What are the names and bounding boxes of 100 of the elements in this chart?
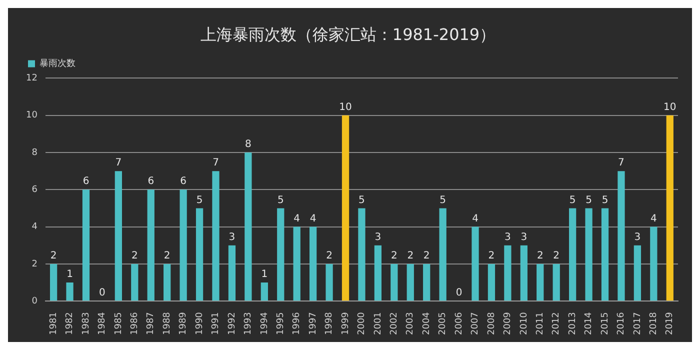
data-label: 4 [294, 213, 300, 224]
data-label: 3 [374, 232, 382, 243]
x-tick-label: 2006 [454, 312, 464, 335]
data-label: 3 [504, 232, 511, 243]
x-tick-label: 1989 [178, 312, 189, 335]
y-tick-label: 10 [26, 110, 38, 121]
y-tick-label: 8 [32, 148, 38, 158]
bar [423, 264, 430, 301]
x-tick-label: 1987 [146, 312, 156, 335]
data-label: 2 [50, 250, 57, 262]
x-tick-label: 1991 [211, 312, 222, 335]
bar [180, 190, 187, 301]
bar [439, 208, 446, 301]
x-tick-label: 1984 [98, 312, 108, 335]
bar [228, 245, 236, 301]
y-tick-label: 6 [32, 184, 38, 195]
bar [666, 115, 674, 301]
data-label: 0 [456, 288, 462, 299]
x-tick-label: 1985 [114, 312, 124, 335]
data-label: 10 [339, 102, 352, 113]
bar [618, 171, 625, 301]
bar [520, 245, 528, 301]
bar [326, 264, 333, 301]
legend-label: 暴雨次数 [40, 58, 76, 70]
x-tick-label: 2010 [519, 312, 530, 335]
bar [293, 226, 300, 301]
x-tick-label: 2014 [584, 312, 594, 335]
x-tick-label: 2017 [632, 312, 643, 335]
bar [536, 264, 544, 301]
x-tick-label: 1996 [292, 312, 302, 335]
x-tick-label: 1990 [194, 312, 205, 335]
data-label: 8 [245, 139, 252, 150]
bar [504, 245, 512, 301]
data-label: 0 [99, 288, 106, 299]
bar [196, 208, 204, 301]
bar [634, 245, 642, 301]
x-tick-label: 1998 [324, 312, 335, 335]
data-label: 1 [66, 269, 73, 280]
bar [244, 152, 252, 301]
bar [374, 245, 382, 301]
data-label: 2 [407, 250, 414, 262]
data-label: 2 [488, 250, 495, 262]
y-tick-label: 0 [32, 296, 38, 306]
data-label: 2 [131, 250, 138, 262]
x-tick-label: 2001 [373, 312, 384, 335]
bar [342, 115, 350, 301]
data-label: 6 [180, 176, 187, 188]
data-label: 1 [261, 269, 268, 280]
x-tick-label: 2002 [390, 312, 400, 335]
bar [277, 208, 284, 301]
bar [585, 208, 592, 301]
data-label: 6 [148, 176, 154, 188]
x-tick-label: 1993 [244, 312, 254, 335]
bar [114, 171, 122, 301]
data-label: 7 [618, 158, 624, 169]
data-label: 3 [520, 232, 528, 243]
x-tick-label: 2005 [438, 312, 448, 335]
bar [66, 282, 74, 301]
data-label: 2 [390, 250, 398, 262]
x-tick-label: 1983 [81, 312, 92, 335]
bar [164, 264, 171, 301]
data-label: 4 [310, 213, 316, 224]
data-label: 2 [553, 250, 560, 262]
data-label: 3 [634, 232, 641, 243]
x-tick-label: 2018 [649, 312, 660, 335]
bar [552, 264, 560, 301]
bar [390, 264, 398, 301]
data-label: 5 [358, 194, 365, 206]
x-tick-label: 2013 [568, 312, 578, 335]
data-label: 2 [326, 250, 332, 262]
x-tick-label: 1997 [308, 312, 318, 335]
bar [650, 226, 658, 301]
y-tick-label: 12 [26, 74, 38, 84]
x-tick-label: 1981 [48, 312, 59, 335]
bar [50, 264, 58, 301]
data-label: 4 [472, 213, 478, 224]
data-label: 7 [212, 158, 219, 169]
data-label: 7 [115, 158, 122, 169]
bar [131, 264, 138, 301]
bar [472, 226, 479, 301]
x-tick-label: 2007 [470, 312, 481, 335]
x-tick-label: 2016 [616, 312, 627, 335]
x-tick-label: 2012 [552, 312, 562, 335]
data-label: 5 [569, 194, 576, 206]
bar [147, 190, 154, 301]
bar [358, 208, 366, 301]
y-tick-label: 4 [32, 222, 38, 232]
data-label: 5 [602, 194, 608, 206]
x-tick-label: 1999 [340, 312, 351, 335]
data-label: 2 [423, 250, 430, 262]
x-tick-label: 1982 [65, 312, 76, 335]
x-tick-label: 1986 [130, 312, 140, 335]
bar [601, 208, 609, 301]
data-label: 5 [586, 194, 592, 206]
x-tick-label: 1994 [260, 312, 270, 335]
x-tick-label: 2004 [422, 312, 432, 335]
data-label: 5 [277, 194, 284, 206]
data-label: 3 [228, 232, 236, 243]
x-tick-label: 2019 [665, 312, 676, 335]
x-tick-label: 2009 [503, 312, 514, 335]
